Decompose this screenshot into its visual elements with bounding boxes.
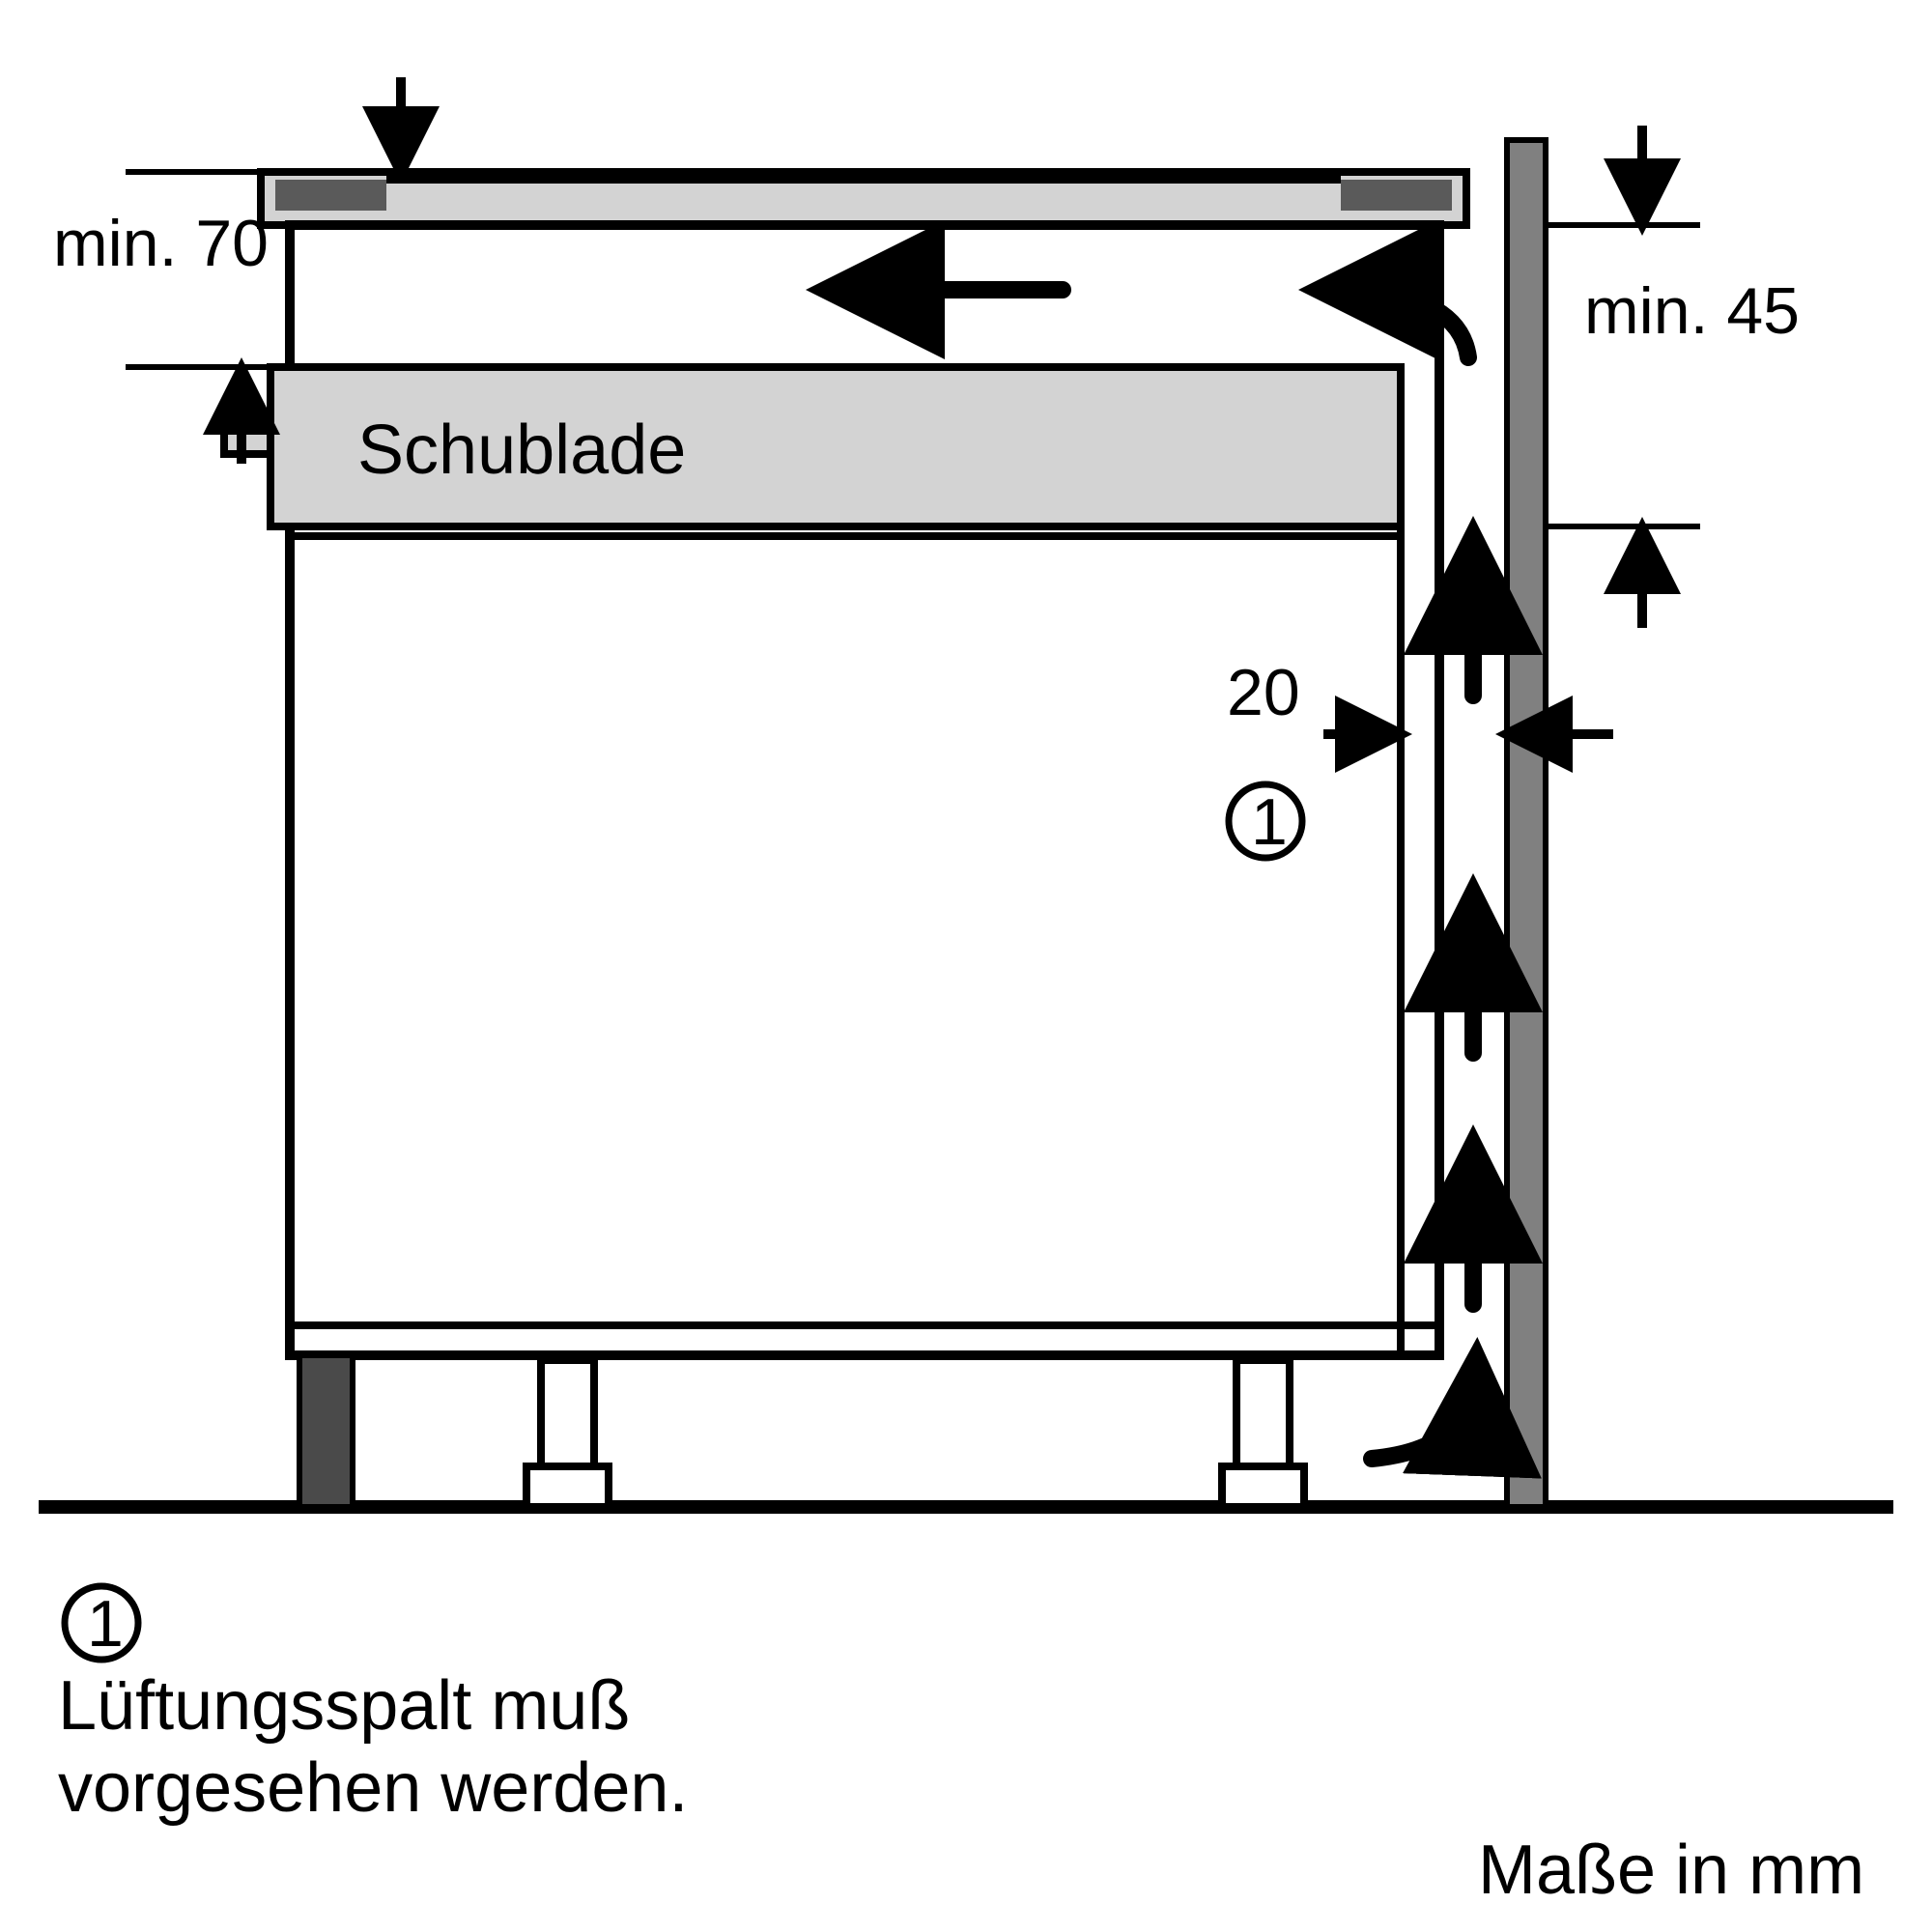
drawer-label: Schublade — [357, 412, 686, 489]
svg-text:Lüftungsspalt muß: Lüftungsspalt muß — [58, 1667, 630, 1745]
cabinet-front-leg — [299, 1355, 353, 1507]
cabinet-leg-1 — [526, 1360, 609, 1507]
svg-text:1: 1 — [87, 1587, 124, 1661]
drawer-handle — [224, 415, 270, 454]
cabinet-leg-2 — [1222, 1360, 1304, 1507]
units-label: Maße in mm — [1478, 1832, 1864, 1909]
cooktop-edge-right — [1341, 180, 1452, 211]
svg-text:vorgesehen werden.: vorgesehen werden. — [58, 1749, 688, 1827]
wall — [1507, 140, 1546, 1507]
footnote: 1 Lüftungsspalt muß vorgesehen werden. — [58, 1586, 688, 1827]
svg-text:min. 45: min. 45 — [1584, 274, 1800, 348]
svg-text:min. 70: min. 70 — [53, 207, 269, 280]
cooktop-edge-left — [275, 180, 386, 211]
dimension-min45: min. 45 — [1546, 126, 1800, 628]
installation-diagram: Schublade min. 70 min. 45 20 1 1 Lüftung… — [0, 0, 1932, 1932]
svg-text:20: 20 — [1227, 656, 1300, 729]
svg-text:1: 1 — [1251, 785, 1288, 859]
